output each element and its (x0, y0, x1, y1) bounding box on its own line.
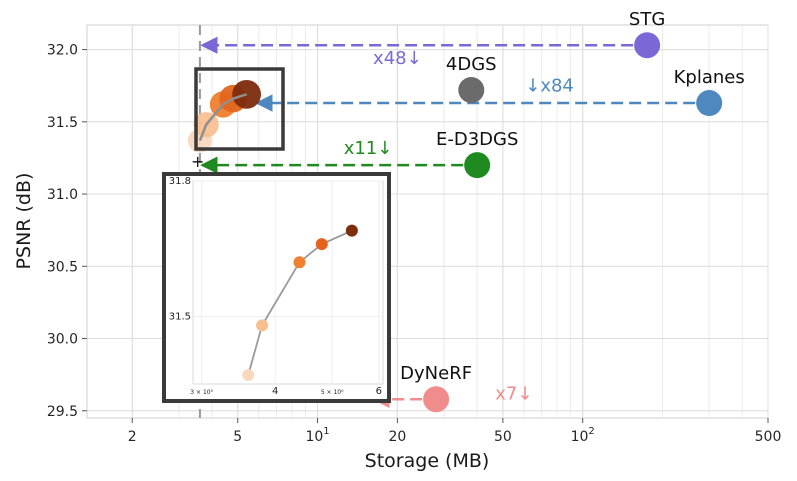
method-point (634, 32, 661, 59)
reduction-label: x48↓ (373, 48, 422, 69)
method-label: E-D3DGS (436, 129, 518, 150)
inset-point (256, 319, 269, 332)
y-ticks: 29.5 30.0 30.5 31.0 31.5 32.0 (47, 43, 87, 420)
reduction-label: x7↓ (495, 383, 532, 404)
inset-y-tick-label: 31.8 (169, 176, 191, 187)
inset-x-tick-label: 5 × 10⁰ (321, 389, 344, 396)
inset-point (293, 256, 306, 269)
inset-point (345, 224, 358, 237)
y-tick-label: 29.5 (47, 404, 78, 420)
inset-x-tick-label: 3 × 10⁰ (190, 389, 213, 396)
method-point (458, 77, 485, 104)
x-axis-label: Storage (MB) (365, 450, 490, 472)
inset-y-tick-label: 31.5 (169, 311, 191, 322)
x-tick-label: 5 (233, 429, 242, 445)
x-tick-label: 50 (494, 429, 512, 445)
x-tick-label: 20 (388, 429, 406, 445)
method-point (464, 152, 491, 179)
x-tick-label: 500 (755, 429, 782, 445)
ours-point (232, 79, 262, 109)
method-label: Kplanes (674, 67, 745, 88)
method-points: STG 4DGS Kplanes E-D3DGS DyNeRF (400, 9, 745, 413)
y-tick-label: 30.5 (47, 259, 78, 275)
method-label: DyNeRF (400, 363, 472, 384)
x-ticks: 2 5 101 20 50 102 500 (128, 418, 782, 445)
y-tick-label: 31.5 (47, 115, 78, 131)
method-point (696, 90, 723, 117)
ours-curve (198, 93, 247, 142)
x-tick-label: 102 (571, 426, 595, 445)
method-label: 4DGS (446, 54, 497, 75)
inset-x-tick-label: 4 (272, 386, 278, 397)
inset-point (315, 238, 328, 251)
y-tick-label: 32.0 (47, 43, 78, 59)
y-tick-label: 31.0 (47, 187, 78, 203)
x-tick-label: 101 (305, 426, 329, 445)
ours-points (187, 79, 262, 153)
reduction-label: ↓x84 (525, 76, 574, 97)
x-tick-label: 2 (128, 429, 137, 445)
method-label: STG (629, 9, 665, 30)
y-tick-label: 30.0 (47, 332, 78, 348)
inset-frame (162, 172, 391, 403)
reduction-label: x11↓ (344, 138, 393, 159)
inset: 3 × 10⁰ 4 5 × 10⁰ 6 31.5 31.8 (162, 172, 391, 403)
method-point (423, 386, 450, 413)
inset-x-tick-label: 6 (376, 386, 382, 397)
inset-point (242, 368, 255, 381)
zoom-crosshair: + (191, 152, 204, 171)
y-axis-label: PSNR (dB) (13, 173, 35, 270)
zoom-box (194, 67, 285, 151)
